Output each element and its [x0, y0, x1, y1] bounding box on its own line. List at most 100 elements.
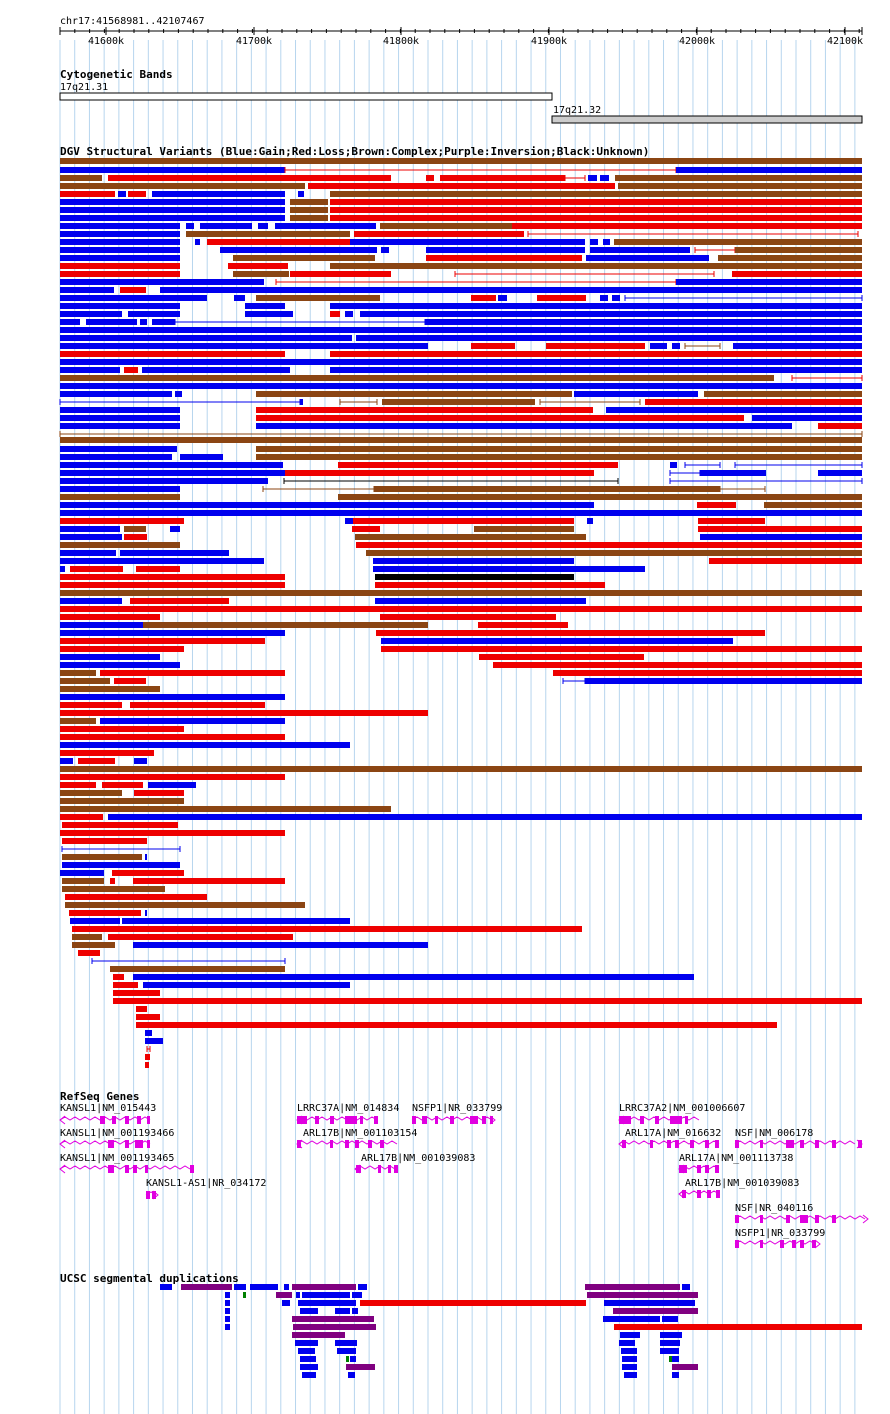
variant-bar[interactable] [113, 982, 138, 988]
variant-bar[interactable] [60, 518, 184, 524]
variant-bar[interactable] [60, 662, 180, 668]
variant-bar[interactable] [60, 790, 122, 796]
segdup-bar[interactable] [660, 1340, 680, 1346]
variant-bar[interactable] [136, 1006, 147, 1012]
variant-bar[interactable] [145, 1030, 152, 1036]
gene-exon[interactable] [832, 1215, 836, 1223]
variant-bar[interactable] [338, 462, 618, 468]
dgv-track[interactable]: DGV Structural Variants (Blue:Gain;Red:L… [59, 145, 863, 1068]
variant-bar[interactable] [60, 622, 65, 628]
gene-exon[interactable] [760, 1240, 763, 1248]
variant-bar[interactable] [130, 702, 265, 708]
gene-exon[interactable] [619, 1116, 631, 1124]
variant-bar[interactable] [60, 462, 283, 468]
variant-bar[interactable] [65, 902, 305, 908]
variant-bar[interactable] [256, 295, 380, 301]
variant-bar[interactable] [60, 303, 180, 309]
variant-bar[interactable] [62, 886, 165, 892]
variant-bar[interactable] [114, 678, 146, 684]
segdup-bar[interactable] [225, 1324, 230, 1330]
variant-bar[interactable] [426, 247, 585, 253]
gene-exon[interactable] [705, 1140, 709, 1148]
variant-bar[interactable] [60, 351, 285, 357]
gene-exon[interactable] [858, 1140, 862, 1148]
variant-bar[interactable] [60, 478, 268, 484]
variant-bar[interactable] [353, 518, 574, 524]
gene-exon[interactable] [125, 1116, 129, 1124]
variant-bar[interactable] [704, 391, 862, 397]
gene-exon[interactable] [650, 1140, 653, 1148]
variant-bar[interactable] [60, 367, 120, 373]
gene-exon[interactable] [815, 1215, 819, 1223]
variant-bar[interactable] [113, 998, 862, 1004]
variant-bar[interactable] [60, 494, 180, 500]
segdup-bar[interactable] [348, 1372, 355, 1378]
gene-exon[interactable] [735, 1240, 739, 1248]
gene-exon[interactable] [735, 1140, 739, 1148]
variant-bar[interactable] [70, 918, 120, 924]
variant-bar[interactable] [108, 934, 293, 940]
variant-bar[interactable] [62, 854, 142, 860]
variant-bar[interactable] [60, 391, 172, 397]
segdup-bar[interactable] [302, 1372, 316, 1378]
variant-bar[interactable] [380, 223, 512, 229]
segdup-bar[interactable] [300, 1308, 318, 1314]
variant-bar[interactable] [590, 239, 598, 245]
gene-exon[interactable] [450, 1116, 454, 1124]
variant-bar[interactable] [60, 239, 180, 245]
variant-bar[interactable] [60, 590, 862, 596]
variant-bar[interactable] [60, 454, 172, 460]
variant-bar[interactable] [600, 175, 609, 181]
variant-bar[interactable] [130, 598, 229, 604]
segdup-bar[interactable] [682, 1284, 690, 1290]
variant-bar[interactable] [330, 199, 862, 205]
variant-bar[interactable] [142, 367, 290, 373]
variant-bar[interactable] [752, 415, 862, 421]
segdup-bar[interactable] [181, 1284, 232, 1290]
variant-bar[interactable] [537, 295, 586, 301]
segdup-bar[interactable] [360, 1300, 586, 1306]
variant-bar[interactable] [60, 158, 862, 164]
segdup-features[interactable] [160, 1284, 862, 1378]
variant-bar[interactable] [350, 239, 585, 245]
variant-bar[interactable] [148, 782, 196, 788]
variant-bar[interactable] [122, 918, 350, 924]
variant-bar[interactable] [493, 662, 862, 668]
segdup-bar[interactable] [250, 1284, 278, 1290]
segdup-bar[interactable] [298, 1348, 315, 1354]
variant-bar[interactable] [546, 343, 645, 349]
segdup-bar[interactable] [292, 1316, 374, 1322]
variant-bar[interactable] [170, 526, 180, 532]
variant-bar[interactable] [698, 526, 862, 532]
variant-bar[interactable] [133, 942, 428, 948]
variant-bar[interactable] [600, 295, 608, 301]
gene-exon[interactable] [152, 1191, 156, 1199]
variant-bar[interactable] [60, 279, 264, 285]
variant-bar[interactable] [285, 470, 594, 476]
variant-bar[interactable] [134, 790, 184, 796]
gene-exon[interactable] [388, 1165, 391, 1173]
variant-bar[interactable] [258, 223, 268, 229]
variant-bar[interactable] [180, 454, 223, 460]
variant-bar[interactable] [60, 830, 285, 836]
gene-exon[interactable] [412, 1116, 416, 1124]
variant-bar[interactable] [118, 191, 126, 197]
variant-bar[interactable] [425, 319, 862, 325]
variant-bar[interactable] [356, 542, 862, 548]
variant-bar[interactable] [330, 263, 862, 269]
gene-exon[interactable] [786, 1140, 794, 1148]
segdup-bar[interactable] [302, 1292, 350, 1298]
segdup-bar[interactable] [225, 1292, 230, 1298]
variant-bar[interactable] [574, 391, 698, 397]
variant-bar[interactable] [100, 670, 285, 676]
variant-bar[interactable] [60, 774, 285, 780]
variant-bar[interactable] [735, 247, 862, 253]
variant-bar[interactable] [60, 470, 285, 476]
variant-bar[interactable] [275, 223, 376, 229]
segdup-bar[interactable] [234, 1284, 246, 1290]
gene-exon[interactable] [108, 1165, 114, 1173]
variant-bar[interactable] [381, 247, 389, 253]
variant-bar[interactable] [60, 630, 285, 636]
variant-bar[interactable] [587, 518, 593, 524]
variant-bar[interactable] [60, 750, 154, 756]
